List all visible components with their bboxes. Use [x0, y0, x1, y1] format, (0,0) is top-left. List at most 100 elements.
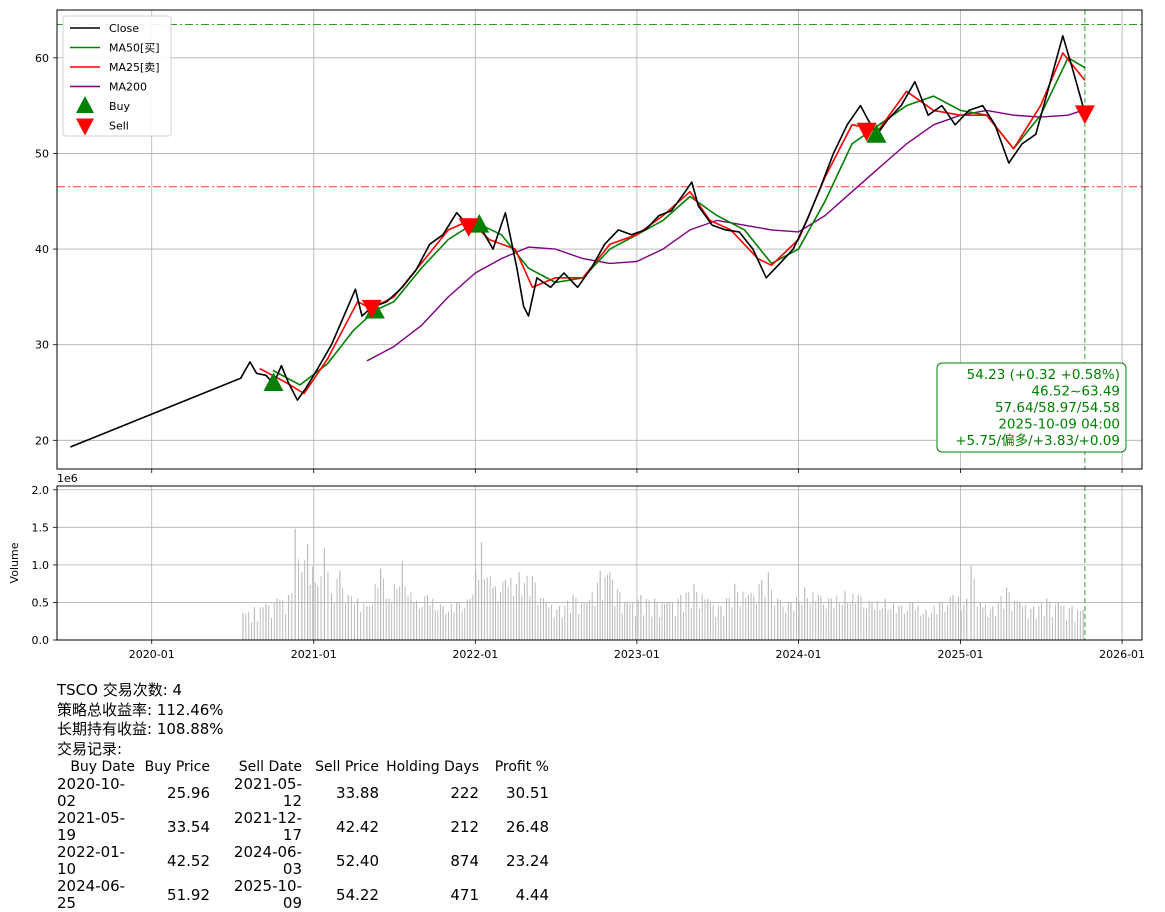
- volume-bar: [624, 601, 626, 640]
- volume-bar: [680, 594, 682, 640]
- volume-bar: [747, 594, 750, 640]
- cell-buy-price: 33.54: [167, 817, 210, 836]
- volume-bar: [320, 576, 322, 640]
- price-ytick-label: 40: [35, 243, 49, 256]
- volume-bar: [1038, 606, 1040, 640]
- volume-bar: [823, 604, 825, 640]
- volume-bar: [973, 578, 975, 640]
- volume-bar: [992, 606, 994, 640]
- volume-bar: [448, 611, 450, 640]
- volume-bar: [1068, 607, 1070, 640]
- volume-bar: [847, 602, 849, 640]
- cell-holding-days: 222: [450, 783, 479, 802]
- volume-bar: [472, 594, 474, 640]
- volume-bar: [363, 603, 365, 640]
- volume-bar: [922, 614, 924, 640]
- volume-bar: [717, 605, 719, 640]
- volume-bar: [475, 570, 477, 640]
- volume-bar: [901, 605, 903, 640]
- volume-bar: [785, 612, 787, 640]
- volume-bar: [416, 600, 418, 640]
- volume-bar: [499, 591, 501, 640]
- volume-ytick-label: 1.5: [32, 521, 50, 534]
- volume-bar: [287, 594, 290, 640]
- volume-bar: [534, 582, 536, 640]
- info-box-line: +5.75/偏多/+3.83/+0.09: [955, 432, 1120, 449]
- volume-bar: [285, 614, 287, 640]
- volume-bar: [887, 610, 889, 640]
- volume-bar: [385, 598, 387, 640]
- volume-bar: [666, 602, 668, 640]
- volume-bar: [863, 607, 865, 640]
- price-ytick-label: 30: [35, 339, 49, 352]
- volume-bar: [489, 576, 491, 640]
- volume-bar: [925, 609, 927, 640]
- sell-marker: [1074, 105, 1095, 125]
- volume-bar: [688, 592, 690, 640]
- cell-sell-price: 42.42: [336, 817, 379, 836]
- volume-bar: [366, 606, 368, 640]
- volume-bar: [567, 600, 569, 640]
- volume-bar: [1027, 618, 1029, 640]
- volume-bar: [580, 603, 582, 640]
- volume-bar: [949, 596, 951, 640]
- price-panel: 20 30 40 50 60 Close MA50[买] MA25[卖] MA200 Buy Sel…: [35, 9, 1143, 473]
- xtick-label: 2023-01: [614, 648, 660, 661]
- volume-bar: [770, 589, 772, 640]
- volume-bar: [844, 591, 846, 640]
- table-row: 2022-01-10 42.52 2024-06-03 52.40 874 23…: [57, 844, 554, 878]
- xtick-label: 2021-01: [291, 648, 337, 661]
- volume-bar: [979, 602, 982, 640]
- volume-bar: [391, 602, 393, 640]
- volume-bar: [1019, 602, 1021, 640]
- volume-bar: [957, 596, 959, 640]
- volume-bar: [323, 548, 325, 640]
- volume-bar: [787, 602, 789, 640]
- volume-bar: [674, 615, 676, 640]
- volume-panel: 0.0 0.5 1.0 1.5 2.0 2020-01 2021-01 2022-01 2023…: [8, 472, 1145, 661]
- cell-buy-price: 51.92: [167, 885, 210, 904]
- header-holding-days: Holding Days: [386, 759, 479, 775]
- volume-bar: [753, 595, 755, 640]
- volume-bar: [253, 606, 256, 640]
- volume-bar: [317, 585, 319, 640]
- cell-buy-date: 2020-10-02: [57, 775, 126, 810]
- volume-bar: [426, 594, 429, 640]
- volume-bar: [782, 606, 784, 640]
- volume-bar: [410, 592, 412, 640]
- volume-bar: [597, 582, 599, 640]
- trades-table: Buy Date Buy Price Sell Date Sell Price …: [57, 758, 554, 912]
- volume-bar: [798, 601, 800, 640]
- volume-bar: [715, 617, 717, 640]
- cell-sell-price: 52.40: [336, 851, 379, 870]
- volume-bar: [855, 603, 857, 640]
- volume-bar: [434, 610, 436, 640]
- volume-bar: [828, 598, 830, 640]
- volume-ytick-label: 2.0: [32, 484, 50, 497]
- volume-bar: [556, 609, 558, 640]
- info-box-line: 2025-10-09 04:00: [998, 417, 1120, 433]
- volume-bar: [815, 601, 817, 640]
- volume-bar: [997, 603, 999, 640]
- volume-bar: [871, 602, 873, 640]
- volume-bar: [497, 601, 499, 640]
- volume-bar: [404, 586, 406, 640]
- ma25-line: [259, 52, 1086, 395]
- volume-bar: [621, 613, 623, 640]
- volume-bar: [685, 592, 687, 640]
- volume-bar: [418, 608, 420, 640]
- volume-bar: [604, 577, 606, 640]
- volume-bar: [1066, 619, 1068, 640]
- volume-bar: [1014, 600, 1016, 640]
- volume-bar: [723, 615, 725, 640]
- volume-bar: [242, 612, 244, 640]
- header-sell-date: Sell Date: [238, 759, 302, 775]
- volume-bar: [817, 594, 820, 640]
- volume-bar: [297, 559, 299, 640]
- volume-bar: [1041, 603, 1043, 640]
- cell-sell-price: 54.22: [336, 885, 379, 904]
- volume-bar: [502, 581, 504, 640]
- volume-bar: [526, 575, 528, 640]
- volume-bar: [301, 572, 303, 640]
- cell-holding-days: 212: [450, 817, 479, 836]
